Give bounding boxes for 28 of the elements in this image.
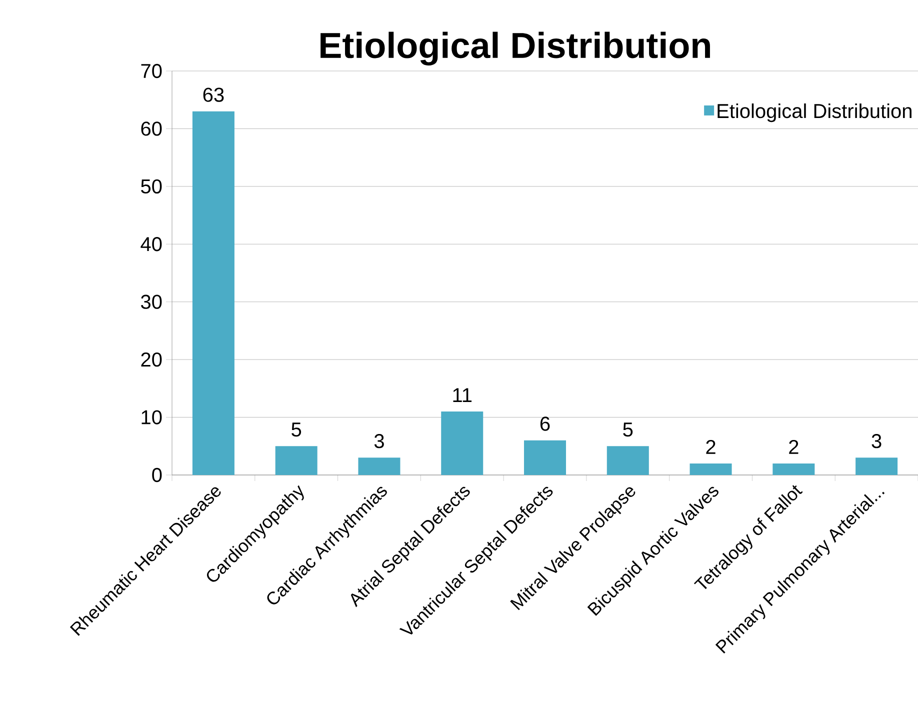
bar: [275, 446, 318, 475]
y-tick-label: 30: [141, 294, 162, 309]
y-tick-label: 0: [152, 468, 162, 482]
y-tick-label: 40: [140, 237, 162, 252]
bar: [358, 458, 400, 475]
data-label: 2: [706, 440, 716, 454]
data-label: 63: [203, 88, 224, 102]
data-label: 2: [789, 440, 798, 454]
bar: [606, 446, 649, 475]
y-tick-label: 20: [141, 352, 162, 367]
bar: [690, 463, 732, 475]
data-label: 3: [872, 434, 882, 448]
y-tick-label: 10: [142, 410, 162, 424]
data-label: 6: [540, 416, 550, 431]
bar: [856, 458, 898, 475]
bar: [441, 412, 484, 475]
bar: [192, 111, 234, 475]
data-label: 5: [623, 422, 633, 437]
y-tick-label: 50: [141, 179, 162, 194]
legend-label: Etiological Distribution: [718, 103, 912, 122]
chart-title: Etiological Distribution: [320, 32, 710, 66]
data-label: 5: [292, 422, 302, 437]
bar: [524, 440, 566, 475]
y-tick-label: 60: [141, 122, 162, 136]
data-label: 3: [374, 434, 384, 448]
y-tick-label: 70: [141, 64, 162, 78]
bar: [772, 463, 815, 475]
data-label: 11: [453, 388, 472, 402]
